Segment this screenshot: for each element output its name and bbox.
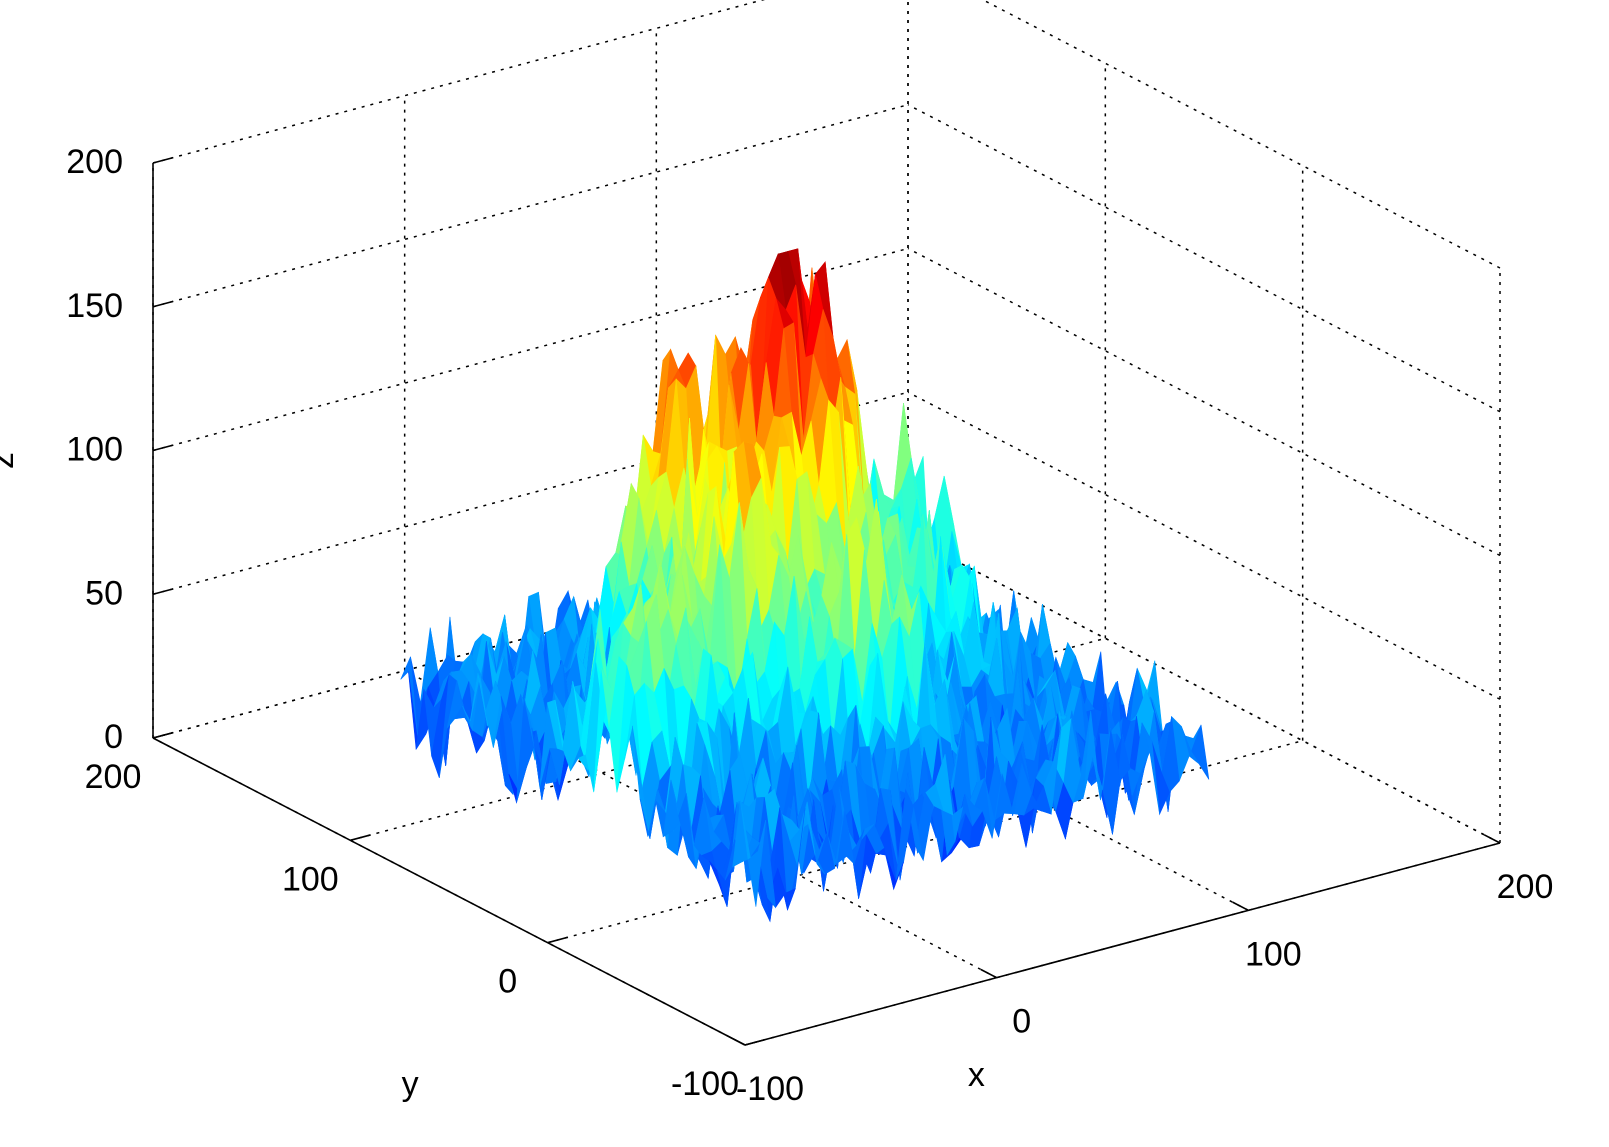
y-tick (547, 936, 569, 944)
x-tick (1483, 834, 1501, 844)
z-tick-label: 50 (85, 574, 123, 612)
z-tick (152, 444, 174, 452)
surface (400, 248, 1210, 923)
y-tick-label: 200 (85, 758, 142, 796)
y-axis-line (152, 737, 746, 1046)
surface-patch (1190, 724, 1210, 780)
z-tick-label: 150 (66, 287, 123, 325)
x-tick (728, 1036, 746, 1046)
axes (152, 156, 1501, 1046)
x-axis-label: x (968, 1056, 985, 1094)
z-axis-label: z (0, 452, 21, 469)
grid-line (907, 391, 1501, 700)
y-tick (744, 1038, 766, 1046)
z-tick-label: 100 (66, 431, 123, 469)
z-tick (152, 300, 174, 308)
x-tick-label: 100 (1245, 935, 1302, 973)
x-tick-label: 200 (1497, 868, 1554, 906)
y-tick-label: -100 (671, 1065, 739, 1103)
grid-line (907, 247, 1501, 557)
x-tick-label: 0 (1012, 1003, 1031, 1041)
x-tick (1232, 901, 1249, 912)
x-axis-line (744, 842, 1501, 1046)
grid-line (907, 535, 1501, 844)
z-tick-label: 0 (104, 718, 123, 756)
y-tick-label: 100 (282, 860, 339, 898)
grid-line (981, 0, 1501, 269)
y-tick-label: 0 (498, 963, 517, 1001)
z-tick (152, 731, 174, 739)
z-tick (152, 156, 174, 164)
x-tick-label: -100 (736, 1070, 804, 1108)
z-tick (152, 588, 174, 596)
surface-patch (747, 820, 766, 907)
grid-line (907, 104, 1501, 413)
x-tick (980, 968, 998, 979)
y-tick (350, 834, 371, 842)
grid-line (152, 0, 766, 164)
z-tick-label: 200 (66, 143, 123, 181)
y-axis-label: y (402, 1065, 419, 1103)
